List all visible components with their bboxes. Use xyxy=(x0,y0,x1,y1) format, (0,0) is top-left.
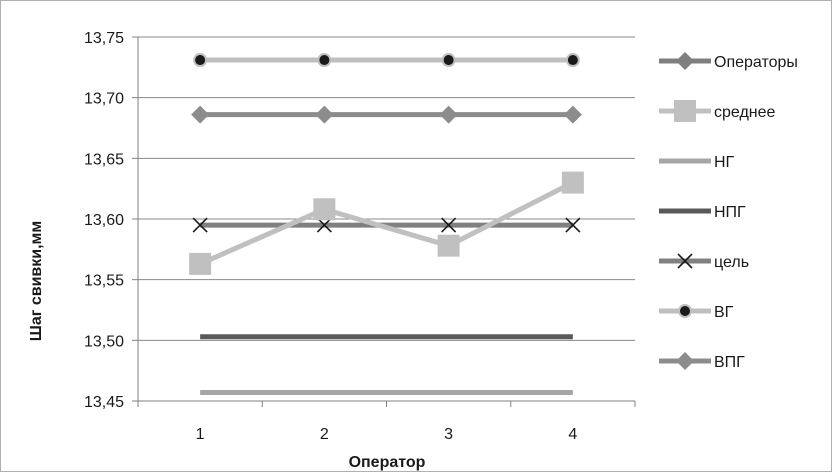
legend-label-2: НГ xyxy=(714,154,735,171)
legend-label-0: Операторы xyxy=(714,54,798,71)
y-tick-label-5: 13,70 xyxy=(84,91,124,108)
legend-label-3: НПГ xyxy=(714,204,746,221)
point-6-2 xyxy=(439,105,458,124)
gridlines xyxy=(138,36,635,341)
point-4-2 xyxy=(441,217,457,233)
point-1-0 xyxy=(189,252,212,275)
legend-marker-5 xyxy=(678,304,692,318)
point-4-0 xyxy=(192,217,208,233)
point-1-3 xyxy=(561,171,584,194)
x-tick-label-2: 3 xyxy=(444,426,453,443)
legend-label-1: среднее xyxy=(714,104,776,121)
point-4-3 xyxy=(565,217,581,233)
series-layer xyxy=(189,53,584,396)
axes xyxy=(132,36,636,407)
y-tick-label-3: 13,60 xyxy=(84,212,124,229)
y-tick-label-4: 13,65 xyxy=(84,151,124,168)
legend-marker-1 xyxy=(674,100,696,122)
x-axis-label: Оператор xyxy=(349,454,426,471)
point-5-0 xyxy=(193,53,208,68)
legend-marker-6 xyxy=(676,352,694,370)
y-tick-label-6: 13,75 xyxy=(84,30,124,47)
point-4-1 xyxy=(316,217,332,233)
y-axis-label: Шаг свивки,мм xyxy=(28,221,45,341)
point-1-2 xyxy=(437,234,460,257)
point-6-1 xyxy=(315,105,334,124)
y-tick-label-2: 13,55 xyxy=(84,273,124,290)
point-6-0 xyxy=(191,105,210,124)
legend-marker-4 xyxy=(677,253,693,269)
y-tick-label-1: 13,50 xyxy=(84,333,124,350)
x-tick-label-1: 2 xyxy=(320,426,329,443)
series-line-1 xyxy=(199,180,575,267)
legend-label-6: ВПГ xyxy=(714,354,745,371)
point-5-1 xyxy=(317,53,332,68)
legend-label-4: цель xyxy=(714,254,749,271)
legend-marker-0 xyxy=(676,52,694,70)
legend: Операторы среднее НГ НПГ цель ВГ ВПГ xyxy=(659,52,798,371)
legend-label-5: ВГ xyxy=(714,304,734,321)
point-5-2 xyxy=(441,53,456,68)
y-tick-label-0: 13,45 xyxy=(84,394,124,411)
x-tick-label-0: 1 xyxy=(196,426,205,443)
tick-labels: 13,45 13,50 13,55 13,60 13,65 13,70 13,75 1 2 3 4 xyxy=(84,30,577,443)
point-6-3 xyxy=(563,105,582,124)
point-5-3 xyxy=(565,53,580,68)
point-1-1 xyxy=(313,198,336,221)
x-tick-label-3: 4 xyxy=(568,426,577,443)
